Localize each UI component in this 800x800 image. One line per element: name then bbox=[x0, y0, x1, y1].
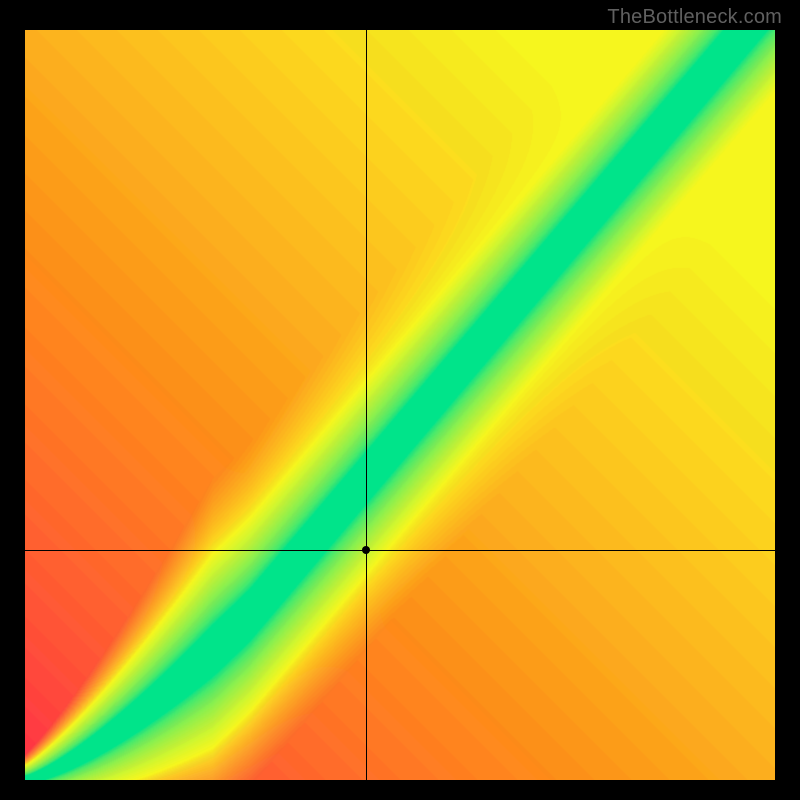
crosshair-vertical bbox=[366, 30, 367, 780]
watermark-text: TheBottleneck.com bbox=[607, 6, 782, 29]
heatmap-canvas bbox=[25, 30, 775, 780]
plot-area bbox=[25, 30, 775, 780]
crosshair-marker-dot bbox=[362, 546, 370, 554]
chart-container: TheBottleneck.com bbox=[0, 0, 800, 800]
crosshair-horizontal bbox=[25, 550, 775, 551]
